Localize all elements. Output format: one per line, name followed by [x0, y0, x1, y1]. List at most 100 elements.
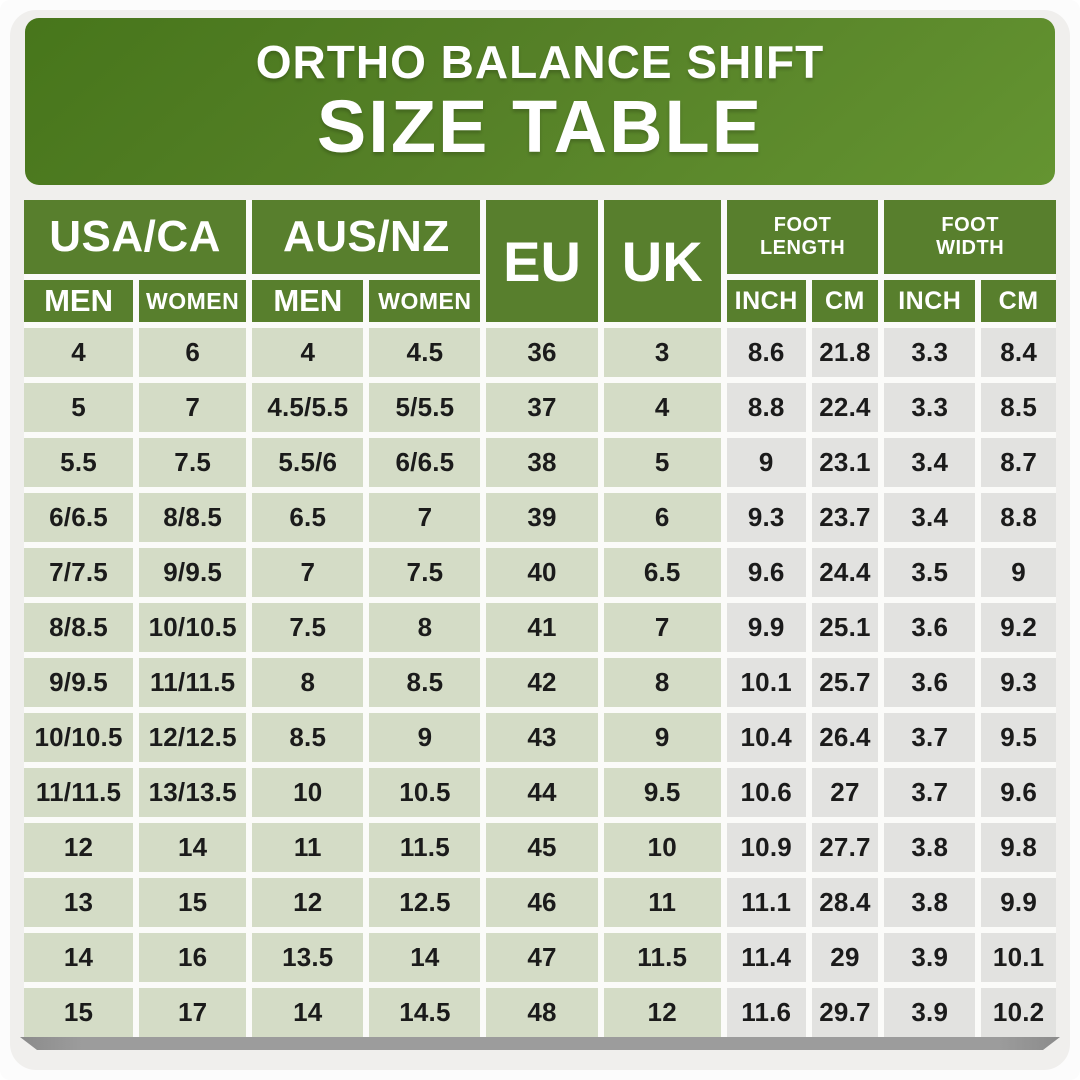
- table-cell: 3.6: [884, 603, 976, 652]
- table-cell: 47: [486, 933, 598, 982]
- column-header-uk: UK: [603, 200, 721, 322]
- table-cell: 9.9: [726, 603, 806, 652]
- table-cell: 6: [603, 493, 721, 542]
- table-cell: 6/6.5: [24, 493, 134, 542]
- table-cell: 38: [486, 438, 598, 487]
- table-cell: 9.2: [981, 603, 1056, 652]
- table-cell: 5.5: [24, 438, 134, 487]
- table-cell: 10.1: [726, 658, 806, 707]
- subheader-cm-length: CM: [811, 280, 879, 322]
- table-cell: 10/10.5: [24, 713, 134, 762]
- table-cell: 10.5: [369, 768, 481, 817]
- table-cell: 3.9: [884, 933, 976, 982]
- table-cell: 6.5: [603, 548, 721, 597]
- table-cell: 6/6.5: [369, 438, 481, 487]
- table-cell: 12: [252, 878, 364, 927]
- table-cell: 6: [139, 328, 247, 377]
- table-cell: 10.2: [981, 988, 1056, 1037]
- table-cell: 3.7: [884, 713, 976, 762]
- table-cell: 8.6: [726, 328, 806, 377]
- table-cell: 12: [24, 823, 134, 872]
- table-cell: 41: [486, 603, 598, 652]
- table-cell: 14.5: [369, 988, 481, 1037]
- page-title: SIZE TABLE: [316, 84, 764, 168]
- table-cell: 15: [24, 988, 134, 1037]
- table-cell: 14: [24, 933, 134, 982]
- table-cell: 3.6: [884, 658, 976, 707]
- table-cell: 8.7: [981, 438, 1056, 487]
- table-cell: 12.5: [369, 878, 481, 927]
- table-cell: 8: [369, 603, 481, 652]
- subheader-men-usa: MEN: [24, 280, 134, 322]
- table-cell: 9: [369, 713, 481, 762]
- table-cell: 9: [726, 438, 806, 487]
- product-name: ORTHO BALANCE SHIFT: [255, 36, 825, 89]
- table-cell: 11.5: [369, 823, 481, 872]
- table-cell: 43: [486, 713, 598, 762]
- column-group-foot-width: FOOT WIDTH: [884, 200, 1056, 274]
- table-cell: 3.4: [884, 438, 976, 487]
- table-cell: 29: [811, 933, 879, 982]
- table-cell: 8/8.5: [139, 493, 247, 542]
- table-cell: 9: [603, 713, 721, 762]
- table-cell: 37: [486, 383, 598, 432]
- table-cell: 5: [603, 438, 721, 487]
- table-cell: 29.7: [811, 988, 879, 1037]
- subheader-inch-length: INCH: [726, 280, 806, 322]
- table-cell: 3.8: [884, 878, 976, 927]
- content-area: ORTHO BALANCE SHIFT SIZE TABLE USA/CA AU…: [10, 10, 1070, 1070]
- table-cell: 26.4: [811, 713, 879, 762]
- table-cell: 11.6: [726, 988, 806, 1037]
- table-cell: 7/7.5: [24, 548, 134, 597]
- table-cell: 3.4: [884, 493, 976, 542]
- table-cell: 3.3: [884, 383, 976, 432]
- table-cell: 42: [486, 658, 598, 707]
- table-cell: 27: [811, 768, 879, 817]
- table-cell: 5: [24, 383, 134, 432]
- table-cell: 11/11.5: [139, 658, 247, 707]
- table-cell: 23.7: [811, 493, 879, 542]
- table-cell: 12: [603, 988, 721, 1037]
- table-cell: 27.7: [811, 823, 879, 872]
- table-cell: 8: [603, 658, 721, 707]
- table-cell: 36: [486, 328, 598, 377]
- table-cell: 10: [252, 768, 364, 817]
- table-cell: 10.9: [726, 823, 806, 872]
- table-cell: 9.6: [981, 768, 1056, 817]
- table-cell: 9.5: [981, 713, 1056, 762]
- table-cell: 8.8: [726, 383, 806, 432]
- table-cell: 4: [252, 328, 364, 377]
- table-cell: 3.9: [884, 988, 976, 1037]
- subheader-inch-width: INCH: [884, 280, 976, 322]
- table-cell: 8.5: [369, 658, 481, 707]
- table-cell: 9/9.5: [24, 658, 134, 707]
- table-cell: 45: [486, 823, 598, 872]
- table-cell: 5/5.5: [369, 383, 481, 432]
- table-cell: 3.5: [884, 548, 976, 597]
- table-cell: 3.8: [884, 823, 976, 872]
- subheader-women-usa: WOMEN: [139, 280, 247, 322]
- table-cell: 11/11.5: [24, 768, 134, 817]
- subheader-men-aus: MEN: [252, 280, 364, 322]
- table-cell: 11.4: [726, 933, 806, 982]
- table-cell: 4.5: [369, 328, 481, 377]
- table-cell: 28.4: [811, 878, 879, 927]
- subheader-cm-width: CM: [981, 280, 1056, 322]
- column-group-foot-length: FOOT LENGTH: [726, 200, 879, 274]
- table-cell: 11: [603, 878, 721, 927]
- table-cell: 7: [139, 383, 247, 432]
- table-cell: 3: [603, 328, 721, 377]
- table-cell: 11.1: [726, 878, 806, 927]
- table-cell: 4: [603, 383, 721, 432]
- table-cell: 9: [981, 548, 1056, 597]
- table-cell: 11.5: [603, 933, 721, 982]
- table-cell: 15: [139, 878, 247, 927]
- table-cell: 13: [24, 878, 134, 927]
- table-cell: 8/8.5: [24, 603, 134, 652]
- table-cell: 9/9.5: [139, 548, 247, 597]
- table-cell: 9.3: [726, 493, 806, 542]
- table-cell: 13.5: [252, 933, 364, 982]
- table-cell: 7.5: [369, 548, 481, 597]
- title-banner: ORTHO BALANCE SHIFT SIZE TABLE: [25, 18, 1055, 185]
- table-cell: 12/12.5: [139, 713, 247, 762]
